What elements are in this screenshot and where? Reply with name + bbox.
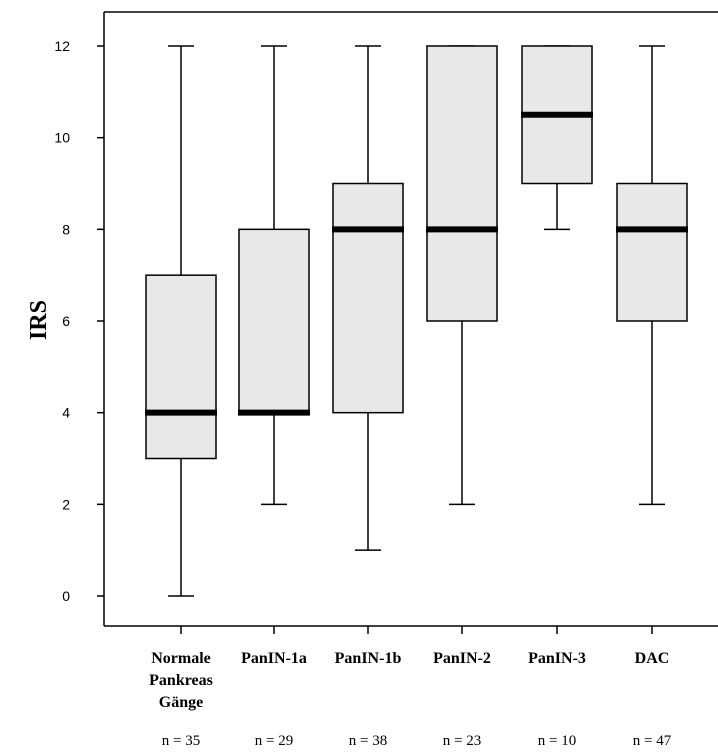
sample-size-label: n = 29 <box>255 733 293 749</box>
x-category-label-line: Normale <box>151 650 211 667</box>
iqr-box <box>145 274 217 460</box>
y-tick-label: 2 <box>62 496 70 512</box>
sample-size-label: n = 38 <box>349 733 387 749</box>
x-category-label: DAC <box>635 650 670 667</box>
iqr-box <box>238 228 310 414</box>
box-group <box>145 45 217 597</box>
x-category-label-line: PanIN-1a <box>241 650 307 667</box>
sample-size-label: n = 10 <box>538 733 576 749</box>
x-category-label: PanIN-1b <box>335 650 402 667</box>
y-tick-label: 0 <box>62 588 70 604</box>
y-tick-label: 6 <box>62 313 70 329</box>
y-tick-label: 8 <box>62 221 70 237</box>
plot-frame <box>103 11 718 627</box>
iqr-box <box>332 182 404 414</box>
iqr-box <box>616 182 688 322</box>
boxes <box>145 45 688 597</box>
sample-size-label: n = 23 <box>443 733 481 749</box>
box-group <box>616 45 688 506</box>
sample-size-label: n = 35 <box>162 733 200 749</box>
y-tick-label: 4 <box>62 405 70 421</box>
y-axis-label: IRS <box>26 300 52 340</box>
iqr-box <box>426 45 498 322</box>
x-category-label: PanIN-2 <box>433 650 491 667</box>
y-tick-label: 12 <box>54 38 70 54</box>
x-category-label: PanIN-3 <box>528 650 586 667</box>
x-category-label-line: PanIN-3 <box>528 650 586 667</box>
sample-size-label: n = 47 <box>633 733 672 749</box>
x-category-label-line: Gänge <box>159 694 203 711</box>
y-axis: 0 2 4 6 8 10 12 <box>54 38 104 604</box>
x-category-label: PanIN-1a <box>241 650 307 667</box>
box-group <box>521 45 593 231</box>
x-category-label-line: PanIN-2 <box>433 650 491 667</box>
x-category-label-line: PanIN-1b <box>335 650 402 667</box>
x-category-label-line: DAC <box>635 650 670 667</box>
x-axis: Normale Pankreas Gänge n = 35 PanIN-1a n = 29… <box>149 626 672 749</box>
x-category-label: Normale Pankreas Gänge <box>149 650 213 711</box>
y-tick-label: 10 <box>54 130 70 146</box>
box-group <box>426 45 498 506</box>
x-category-label-line: Pankreas <box>149 672 213 689</box>
box-group <box>332 45 404 551</box>
box-group <box>238 45 310 506</box>
